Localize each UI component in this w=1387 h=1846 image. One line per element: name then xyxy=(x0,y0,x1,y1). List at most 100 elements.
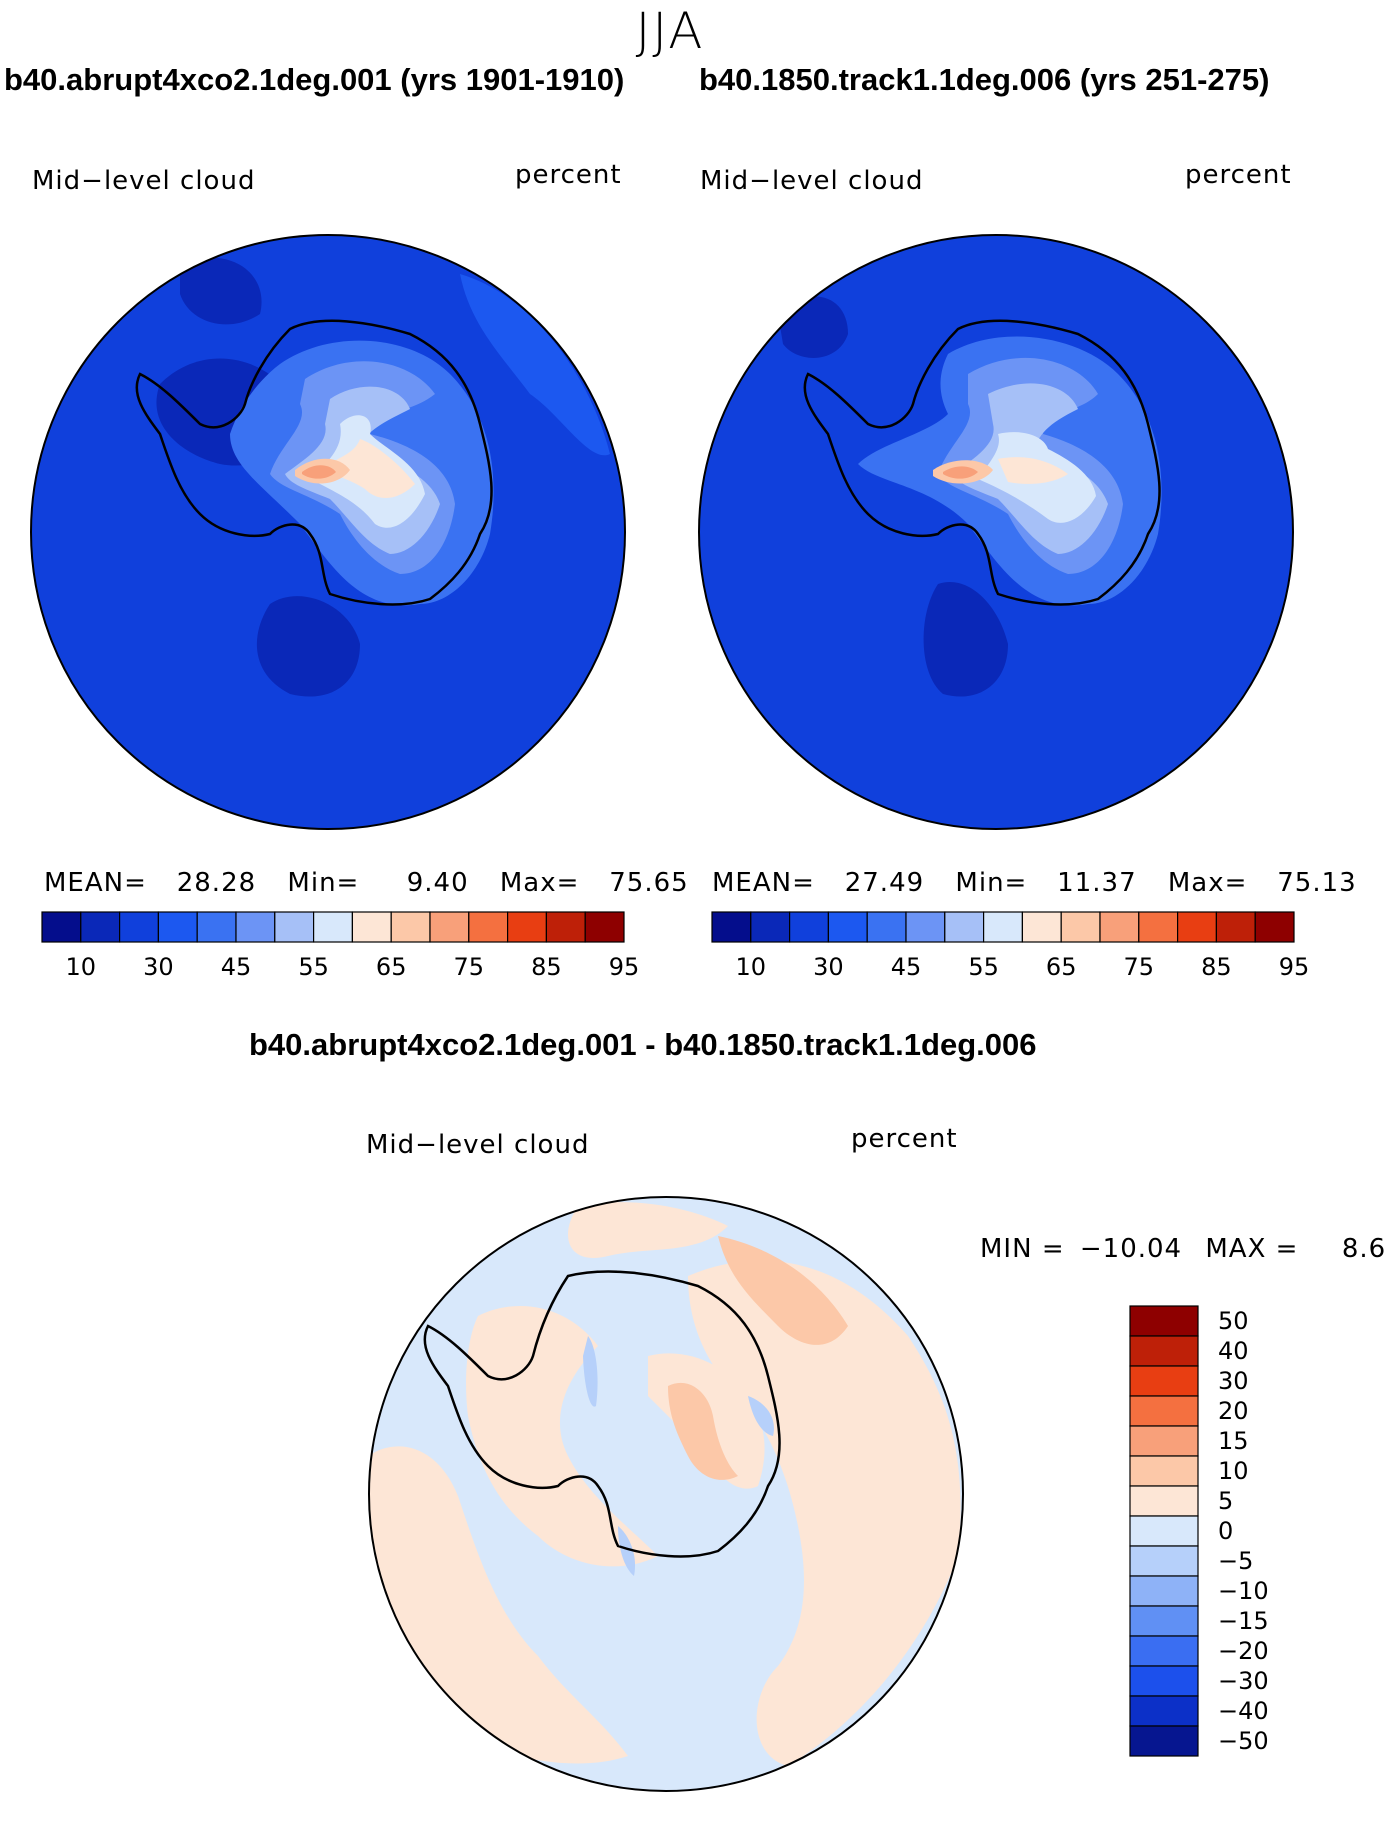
figure-title: JJA xyxy=(635,2,705,60)
panel3-colorbar-swatch xyxy=(1129,1605,1199,1637)
panel1-colorbar-swatch xyxy=(313,911,354,943)
panel3-colorbar-tick-label: 15 xyxy=(1218,1427,1249,1455)
panel1-colorbar-swatch xyxy=(80,911,121,943)
panel2-colorbar-swatch xyxy=(788,911,829,943)
panel1-colorbar-swatch xyxy=(545,911,586,943)
panel3-colorbar-swatch xyxy=(1129,1665,1199,1697)
panel3-colorbar-swatch xyxy=(1129,1425,1199,1457)
panel2-colorbar-swatch xyxy=(1177,911,1218,943)
map1-plateau-core xyxy=(320,439,415,499)
panel1-colorbar-tick-label: 85 xyxy=(531,953,562,981)
panel1-colorbar-swatch xyxy=(390,911,431,943)
panel3-colorbar-swatch xyxy=(1129,1545,1199,1577)
panel3-stats: MIN = −10.04 MAX = 8.68 xyxy=(980,1234,1387,1264)
panel1-colorbar-tick-label: 30 xyxy=(143,953,174,981)
map2-weddell-low xyxy=(778,296,848,358)
panel1-colorbar-tick-label: 95 xyxy=(609,953,640,981)
panel3-colorbar-swatch xyxy=(1129,1725,1199,1757)
panel3-colorbar-swatch xyxy=(1129,1695,1199,1727)
panel1-colorbar-swatch xyxy=(235,911,276,943)
panel2-colorbar-tick-label: 45 xyxy=(891,953,922,981)
panel1-colorbar-swatch xyxy=(507,911,548,943)
panel2-max-label: Max= xyxy=(1167,868,1248,898)
panel1-max-label: Max= xyxy=(499,868,580,898)
panel3-colorbar-swatch xyxy=(1129,1575,1199,1607)
panel1-colorbar-tick-label: 10 xyxy=(66,953,97,981)
panel2-max-value: 75.13 xyxy=(1277,868,1357,898)
map1-peninsula-low xyxy=(180,257,262,325)
panel3-colorbar-swatch xyxy=(1129,1365,1199,1397)
panel1-case-title: b40.abrupt4xco2.1deg.001 (yrs 1901-1910) xyxy=(4,62,625,97)
panel3-colorbar-tick-label: −15 xyxy=(1218,1607,1269,1635)
map3-continent-positive xyxy=(466,1306,658,1567)
panel1-colorbar-swatch xyxy=(196,911,237,943)
panel3-variable-label: Mid−level cloud xyxy=(366,1130,590,1160)
panel2-units-label: percent xyxy=(1185,160,1292,190)
panel1-variable-label: Mid−level cloud xyxy=(32,166,256,196)
panel2-stats: MEAN= 27.49 Min= 11.37 Max= 75.13 xyxy=(712,868,1357,898)
panel2-colorbar-swatch xyxy=(1099,911,1140,943)
map3-boundary xyxy=(368,1196,964,1792)
panel1-colorbar-swatch xyxy=(157,911,198,943)
panel3-colorbar-tick-label: 40 xyxy=(1218,1337,1249,1365)
map3-east-ocean-positive xyxy=(688,1260,961,1766)
panel2-colorbar-tick-label: 75 xyxy=(1124,953,1155,981)
panel3-case-title: b40.abrupt4xco2.1deg.001 - b40.1850.trac… xyxy=(249,1027,1037,1062)
panel3-map xyxy=(368,1196,964,1792)
panel1-colorbar-swatch xyxy=(429,911,470,943)
panel1-mean-value: 28.28 xyxy=(176,868,257,898)
panel1-colorbar-swatch xyxy=(468,911,509,943)
panel2-colorbar-swatch xyxy=(1021,911,1062,943)
panel2-colorbar-swatch xyxy=(711,911,752,943)
map3-north-positive xyxy=(568,1202,728,1258)
panel2-colorbar-swatch xyxy=(1060,911,1101,943)
map1-east-ocean-band xyxy=(460,274,610,456)
panel3-colorbar-tick-label: −5 xyxy=(1218,1547,1253,1575)
panel1-units-label: percent xyxy=(515,160,622,190)
panel3-min-value: −10.04 xyxy=(1079,1234,1183,1264)
panel2-colorbar-tick-label: 10 xyxy=(736,953,767,981)
panel1-colorbar-swatch xyxy=(351,911,392,943)
map3-ne-positive-10 xyxy=(718,1236,848,1345)
map3-coastline xyxy=(423,1270,781,1558)
panel2-colorbar-swatch xyxy=(983,911,1024,943)
panel1-map xyxy=(30,234,626,830)
panel1-colorbar-tick-label: 45 xyxy=(221,953,252,981)
panel1-colorbar-tick-label: 65 xyxy=(376,953,407,981)
map1-ross-sea-low xyxy=(256,596,360,697)
panel2-colorbar-tick-label: 85 xyxy=(1201,953,1232,981)
panel2-colorbar-swatch xyxy=(1215,911,1256,943)
panel2-colorbar-swatch xyxy=(1138,911,1179,943)
panel2-variable-label: Mid−level cloud xyxy=(700,166,924,196)
map2-boundary xyxy=(698,234,1294,830)
map3-interior-positive-10 xyxy=(668,1382,738,1480)
panel3-colorbar-swatch xyxy=(1129,1305,1199,1337)
panel3-colorbar-swatch xyxy=(1129,1335,1199,1367)
panel2-colorbar-swatch xyxy=(827,911,868,943)
panel3-colorbar-tick-label: 20 xyxy=(1218,1397,1249,1425)
panel3-colorbar-tick-label: 50 xyxy=(1218,1307,1249,1335)
panel3-colorbar-swatch xyxy=(1129,1515,1199,1547)
panel2-min-value: 11.37 xyxy=(1057,868,1137,898)
panel3-colorbar-tick-label: 30 xyxy=(1218,1367,1249,1395)
panel3-max-label: MAX = xyxy=(1205,1234,1299,1264)
panel1-min-label: Min= xyxy=(287,868,360,898)
panel3-colorbar-swatch xyxy=(1129,1455,1199,1487)
panel2-colorbar-swatch xyxy=(750,911,791,943)
map2-max-core xyxy=(943,466,978,479)
map1-max-core xyxy=(302,465,336,479)
panel2-min-label: Min= xyxy=(955,868,1028,898)
map1-boundary xyxy=(30,234,626,830)
panel2-colorbar-tick-label: 30 xyxy=(813,953,844,981)
panel3-colorbar-tick-label: −10 xyxy=(1218,1577,1269,1605)
panel1-colorbar-tick-label: 55 xyxy=(298,953,329,981)
map2-coastline xyxy=(803,319,1161,606)
panel2-colorbar-tick-label: 65 xyxy=(1046,953,1077,981)
map1-coastline xyxy=(135,319,493,606)
panel2-colorbar-tick-label: 95 xyxy=(1279,953,1310,981)
panel3-colorbar-tick-label: 5 xyxy=(1218,1487,1233,1515)
panel3-units-label: percent xyxy=(851,1124,958,1154)
panel1-mean-label: MEAN= xyxy=(44,868,147,898)
panel2-colorbar-swatch xyxy=(1254,911,1295,943)
panel1-colorbar-swatch xyxy=(584,911,625,943)
